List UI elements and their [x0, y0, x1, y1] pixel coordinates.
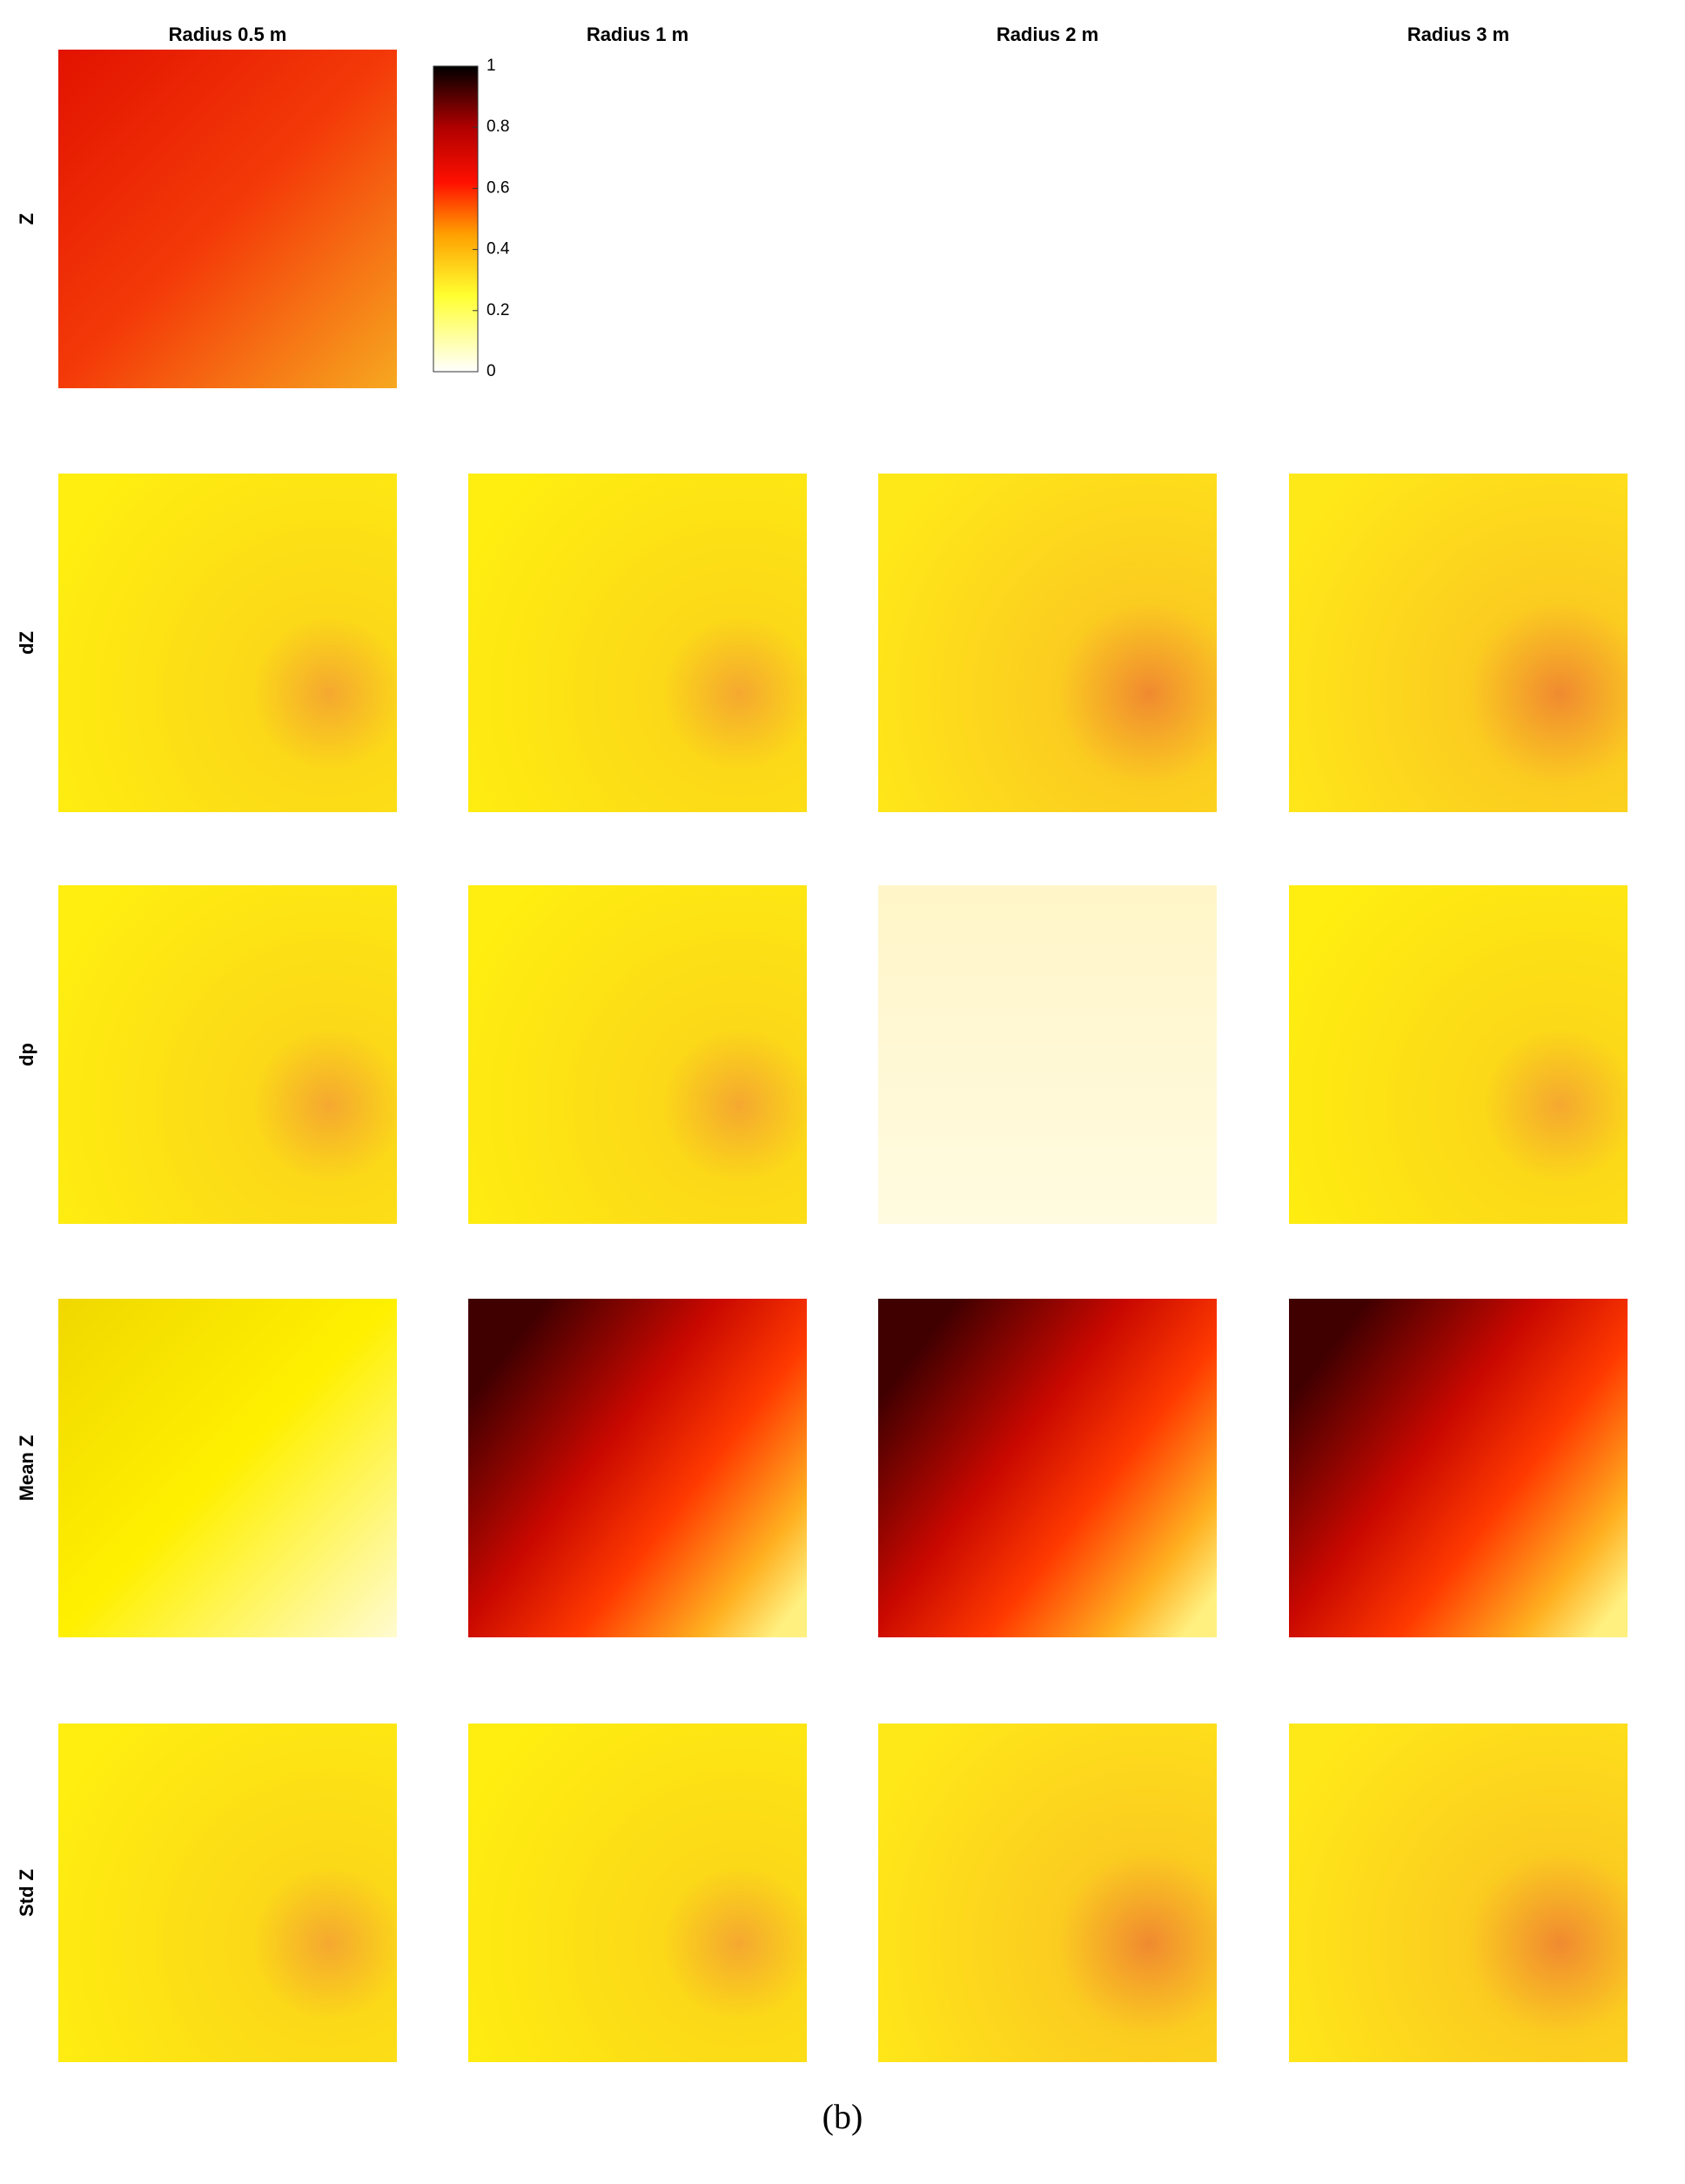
row-label: dp	[16, 1043, 37, 1066]
heatmap-panel	[1289, 1299, 1628, 1637]
colorbar-tick-label: 0.2	[487, 301, 509, 319]
heatmap-panel	[1289, 474, 1628, 812]
heatmap-panel	[878, 474, 1217, 812]
heatmap-panel	[878, 885, 1217, 1224]
column-title: Radius 2 m	[997, 24, 1098, 45]
heatmap-panel	[468, 885, 807, 1224]
caption: (b)	[822, 2097, 863, 2136]
heatmap-panel	[58, 1299, 397, 1637]
heatmap-panel	[468, 474, 807, 812]
heatmap-panel	[58, 50, 397, 388]
column-title: Radius 0.5 m	[169, 24, 287, 45]
column-title: Radius 1 m	[587, 24, 688, 45]
row-label: Std Z	[16, 1869, 37, 1917]
row-label: Mean Z	[16, 1435, 37, 1502]
row-label: Z	[16, 213, 37, 225]
row-label: dZ	[16, 631, 37, 655]
heatmap-panel	[58, 885, 397, 1224]
colorbar-tick-label: 1	[487, 57, 496, 75]
heatmap-panel	[58, 474, 397, 812]
column-title: Radius 3 m	[1407, 24, 1509, 45]
colorbar-tick-label: 0	[487, 362, 496, 380]
heatmap-panel	[1289, 1724, 1628, 2062]
heatmap-panel	[468, 1724, 807, 2062]
heatmap-panel	[878, 1724, 1217, 2062]
heatmap-panel	[58, 1724, 397, 2062]
heatmap-panel	[878, 1299, 1217, 1637]
colorbar-tick-label: 0.4	[487, 240, 510, 259]
colorbar-tick-label: 0.8	[487, 118, 509, 136]
colorbar-tick-label: 0.6	[487, 178, 509, 197]
heatmap-panel	[1289, 885, 1628, 1224]
colorbar	[433, 65, 479, 373]
heatmap-panel	[468, 1299, 807, 1637]
